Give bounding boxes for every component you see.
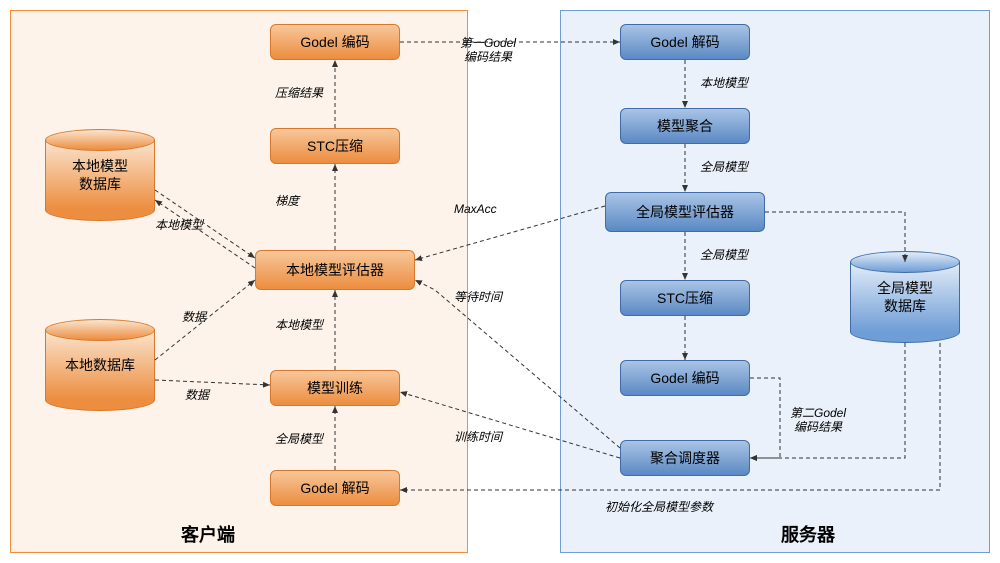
edge-label: 全局模型 <box>275 432 323 446</box>
node-server-evaluator: 全局模型评估器 <box>605 192 765 232</box>
edge-label: 本地模型 <box>700 76 748 90</box>
edge-label: MaxAcc <box>454 202 497 216</box>
edge-label: 等待时间 <box>454 290 502 304</box>
edge-label: 第二Godel 编码结果 <box>790 406 846 435</box>
node-server-godel-decode: Godel 解码 <box>620 24 750 60</box>
node-server-godel-encode: Godel 编码 <box>620 360 750 396</box>
client-panel-title: 客户端 <box>181 521 235 547</box>
cylinder-server-model-db: 全局模型 数据库 <box>850 251 960 343</box>
node-label: 模型训练 <box>307 378 363 398</box>
node-label: 聚合调度器 <box>650 448 720 468</box>
edge-label: 第一Godel 编码结果 <box>460 36 516 65</box>
node-label: STC压缩 <box>657 288 713 308</box>
node-client-evaluator: 本地模型评估器 <box>255 250 415 290</box>
edge-label: 全局模型 <box>700 248 748 262</box>
edge-label: 压缩结果 <box>275 86 323 100</box>
edge-label: 本地模型 <box>275 318 323 332</box>
edge-label: 数据 <box>182 310 206 324</box>
node-server-stc: STC压缩 <box>620 280 750 316</box>
node-client-stc: STC压缩 <box>270 128 400 164</box>
edge-label: 本地模型 <box>155 218 203 232</box>
node-client-godel-decode: Godel 解码 <box>270 470 400 506</box>
node-client-godel-encode: Godel 编码 <box>270 24 400 60</box>
cylinder-client-model-db: 本地模型 数据库 <box>45 129 155 221</box>
node-label: Godel 编码 <box>650 368 719 388</box>
edge-label: 全局模型 <box>700 160 748 174</box>
edge-label: 数据 <box>185 388 209 402</box>
server-panel-title: 服务器 <box>781 521 835 547</box>
node-label: STC压缩 <box>307 136 363 156</box>
node-server-aggregate: 模型聚合 <box>620 108 750 144</box>
node-label: Godel 编码 <box>300 32 369 52</box>
edge-label: 梯度 <box>275 194 299 208</box>
node-label: 本地模型评估器 <box>286 260 384 280</box>
node-label: 全局模型评估器 <box>636 202 734 222</box>
cylinder-client-data-db: 本地数据库 <box>45 319 155 411</box>
node-server-scheduler: 聚合调度器 <box>620 440 750 476</box>
node-label: Godel 解码 <box>650 32 719 52</box>
node-label: 模型聚合 <box>657 116 713 136</box>
edge-label: 训练时间 <box>454 430 502 444</box>
node-label: Godel 解码 <box>300 478 369 498</box>
node-client-train: 模型训练 <box>270 370 400 406</box>
edge-label: 初始化全局模型参数 <box>605 500 713 514</box>
